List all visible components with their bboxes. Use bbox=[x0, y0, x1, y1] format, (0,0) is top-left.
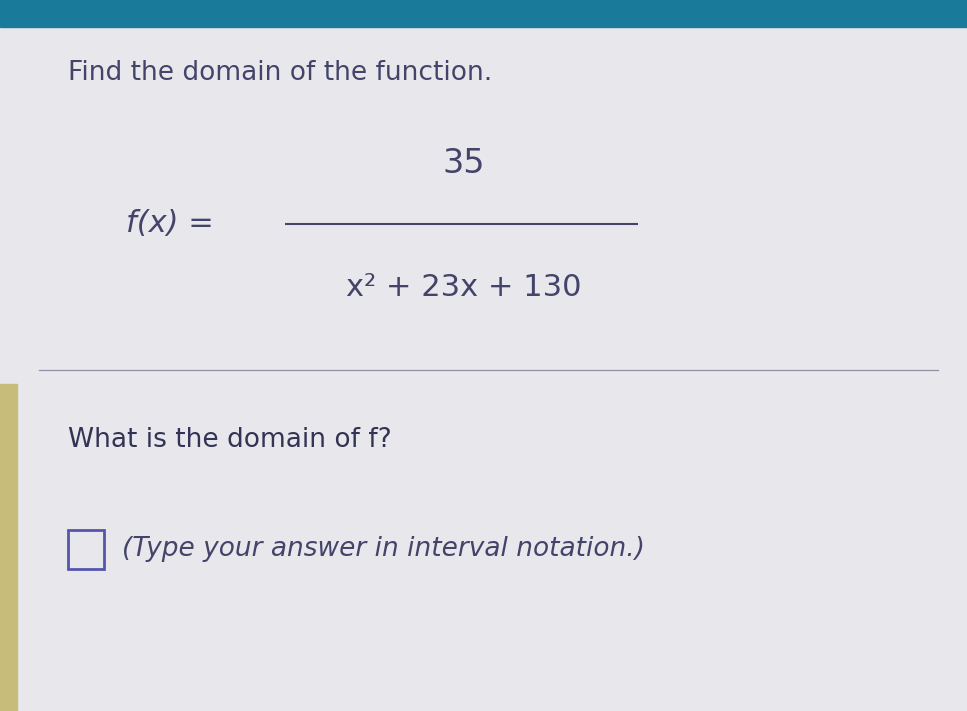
Text: f(x) =: f(x) = bbox=[126, 210, 214, 238]
Text: x² + 23x + 130: x² + 23x + 130 bbox=[346, 274, 582, 302]
Text: Find the domain of the function.: Find the domain of the function. bbox=[68, 60, 492, 87]
Text: What is the domain of f?: What is the domain of f? bbox=[68, 427, 392, 453]
Bar bbox=[0, 0, 967, 27]
Text: 35: 35 bbox=[443, 147, 485, 180]
Bar bbox=[68, 530, 104, 569]
Bar bbox=[0, 384, 17, 711]
Text: (Type your answer in interval notation.): (Type your answer in interval notation.) bbox=[122, 536, 645, 562]
